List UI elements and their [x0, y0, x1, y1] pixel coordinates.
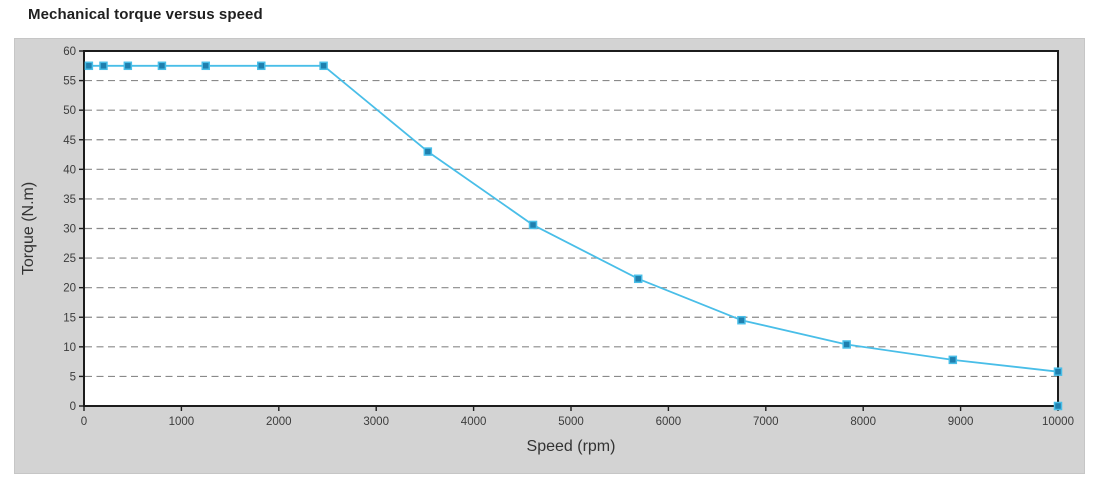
data-point-2 — [123, 61, 133, 71]
data-point-7 — [423, 147, 433, 156]
data-point-3 — [157, 61, 167, 71]
x-tick-label-2000: 2000 — [266, 416, 292, 428]
data-point-5 — [257, 61, 266, 71]
data-point-12 — [948, 355, 958, 365]
data-point-4 — [201, 61, 210, 71]
torque-speed-chart: 0 5 10 15 20 25 30 35 40 45 50 55 60 0 1000 2000 3000 400… — [20, 46, 1074, 455]
y-tick-label-15: 15 — [63, 312, 76, 324]
y-tick-label-30: 30 — [63, 224, 76, 236]
x-axis-label: Speed (rpm) — [527, 438, 616, 455]
x-tick-label-1000: 1000 — [169, 416, 195, 428]
data-point-14 — [1053, 401, 1063, 411]
y-tick-label-40: 40 — [63, 164, 76, 176]
y-tick-label-25: 25 — [63, 253, 76, 265]
x-tick-label-0: 0 — [81, 416, 87, 428]
x-tick-label-5000: 5000 — [558, 416, 584, 428]
data-point-10 — [737, 315, 746, 325]
y-tick-label-45: 45 — [63, 135, 76, 147]
data-point-0 — [84, 61, 94, 71]
y-tick-label-5: 5 — [70, 371, 76, 383]
data-point-9 — [633, 274, 643, 284]
x-tick-label-8000: 8000 — [850, 416, 876, 428]
x-tick-label-7000: 7000 — [753, 416, 779, 428]
x-tick-label-4000: 4000 — [461, 416, 487, 428]
data-point-1 — [99, 61, 108, 71]
y-tick-label-55: 55 — [63, 76, 76, 88]
y-tick-label-60: 60 — [63, 46, 76, 58]
data-point-8 — [528, 220, 538, 230]
y-axis-label: Torque (N.m) — [20, 182, 37, 275]
y-tick-label-50: 50 — [63, 105, 76, 117]
data-point-6 — [319, 61, 328, 71]
x-tick-label-9000: 9000 — [948, 416, 974, 428]
y-tick-label-35: 35 — [63, 194, 76, 206]
x-tick-label-10000: 10000 — [1042, 416, 1074, 428]
x-tick-label-6000: 6000 — [656, 416, 682, 428]
y-tick-label-0: 0 — [70, 401, 76, 413]
data-point-11 — [842, 340, 851, 349]
y-tick-label-20: 20 — [63, 283, 76, 295]
chart-panel: 0 5 10 15 20 25 30 35 40 45 50 55 60 0 1000 2000 3000 400… — [14, 38, 1085, 474]
y-tick-label-10: 10 — [63, 342, 76, 354]
x-tick-label-3000: 3000 — [363, 416, 389, 428]
data-point-13 — [1053, 367, 1063, 376]
chart-title: Mechanical torque versus speed — [28, 6, 263, 23]
